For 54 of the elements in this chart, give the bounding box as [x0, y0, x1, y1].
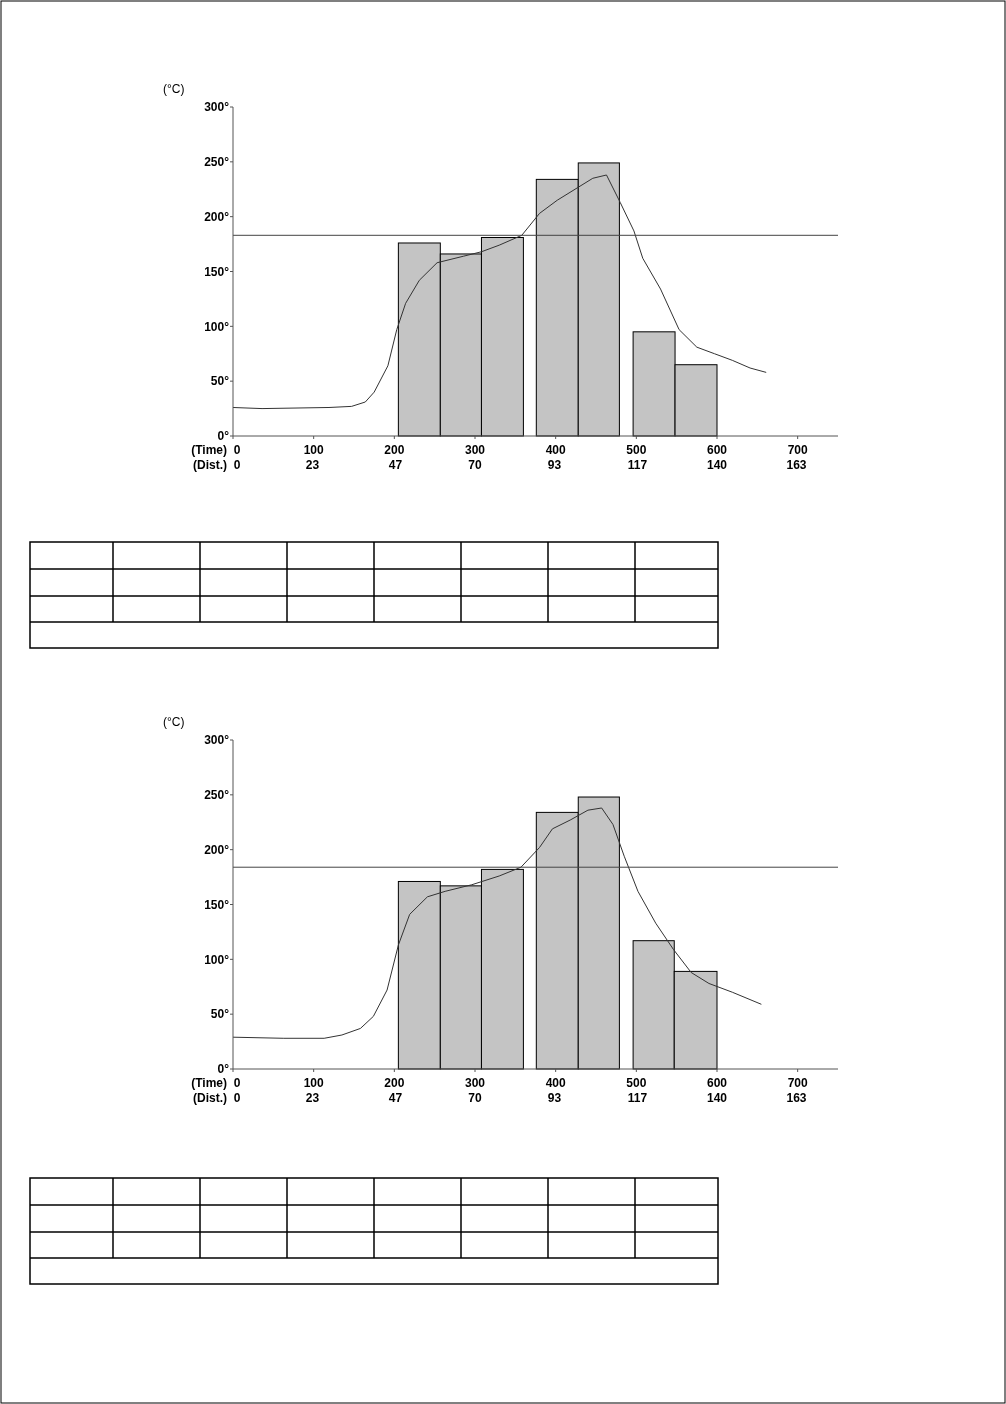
x2-tick-label: 93	[547, 1091, 562, 1105]
y-tick-label: 100°	[204, 952, 230, 967]
x-axis-title: (Time)	[191, 443, 227, 457]
y-tick-label: 200°	[204, 842, 230, 857]
y-tick-label: 150°	[204, 264, 230, 279]
x2-tick-label: 140	[706, 458, 728, 472]
x-tick-label: 0	[233, 443, 241, 457]
x2-axis-title: (Dist.)	[193, 1091, 227, 1105]
y-tick-label: 250°	[204, 155, 230, 170]
x-tick-label: 200	[384, 1076, 405, 1090]
x-tick-label: 500	[626, 443, 647, 457]
y-tick-label: 200°	[204, 209, 230, 224]
x2-tick-label: 93	[547, 458, 562, 472]
x-tick-label: 100	[303, 1076, 324, 1090]
x-tick-label: 0	[233, 1076, 241, 1090]
x-tick-label: 700	[787, 1076, 808, 1090]
y-tick-label: 100°	[204, 319, 230, 334]
x2-tick-label: 23	[305, 1091, 320, 1105]
y-axis-title: (°C)	[163, 715, 185, 729]
y-tick-label: 0°	[217, 429, 230, 444]
x2-axis-title: (Dist.)	[193, 458, 227, 472]
x-tick-label: 400	[545, 1076, 566, 1090]
y-tick-label: 150°	[204, 897, 230, 912]
y-tick-label: 300°	[204, 733, 230, 748]
y-axis-title: (°C)	[163, 82, 185, 96]
x2-tick-label: 70	[468, 1091, 482, 1105]
x2-tick-label: 23	[305, 458, 320, 472]
x2-tick-label: 117	[627, 1091, 648, 1105]
x-tick-label: 100	[303, 443, 324, 457]
y-tick-label: 300°	[204, 100, 230, 115]
line-series	[232, 807, 762, 1039]
y-tick-label: 0°	[217, 1062, 230, 1077]
y-tick-label: 50°	[210, 1007, 230, 1022]
x-tick-label: 600	[706, 1076, 728, 1090]
x-tick-label: 500	[626, 1076, 647, 1090]
x-tick-label: 300	[464, 1076, 486, 1090]
x-axis-title: (Time)	[191, 1076, 227, 1090]
y-tick-label: 250°	[204, 788, 230, 803]
y-tick-label: 50°	[210, 374, 230, 389]
x2-tick-label: 163	[786, 1091, 807, 1105]
x-tick-label: 600	[706, 443, 728, 457]
x2-tick-label: 0	[233, 458, 241, 472]
x2-tick-label: 163	[786, 458, 807, 472]
x2-tick-label: 47	[388, 458, 403, 472]
x-tick-label: 700	[787, 443, 808, 457]
x2-tick-label: 140	[706, 1091, 728, 1105]
x-tick-label: 300	[464, 443, 486, 457]
x2-tick-label: 117	[627, 458, 648, 472]
x-tick-label: 400	[545, 443, 566, 457]
x2-tick-label: 0	[233, 1091, 241, 1105]
x2-tick-label: 47	[388, 1091, 403, 1105]
x-tick-label: 200	[384, 443, 405, 457]
x2-tick-label: 70	[468, 458, 482, 472]
line-series	[232, 174, 767, 410]
